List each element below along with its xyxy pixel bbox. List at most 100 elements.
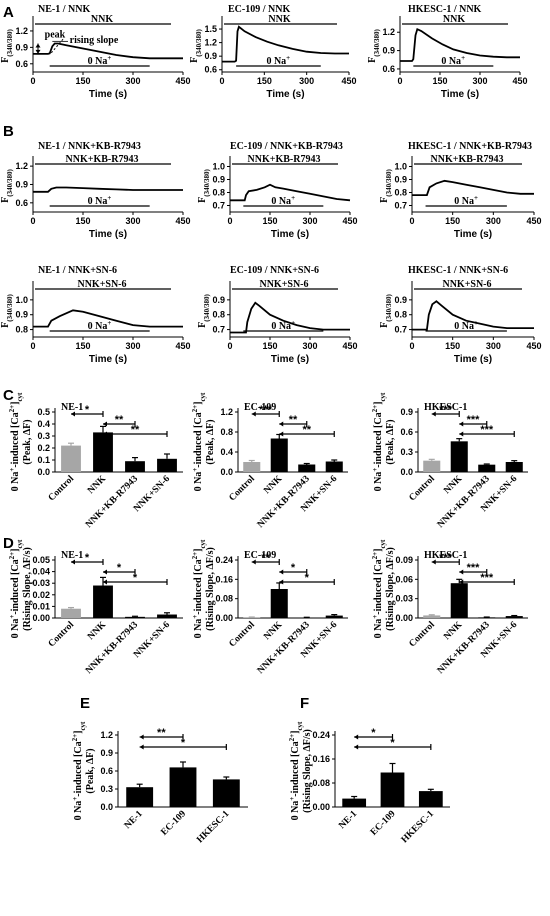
y-axis-label-unit: (Rising Slope, ΔF/s) [302,729,313,813]
x-tick-label: 300 [486,216,501,226]
y-tick-label: 0.8 [220,427,233,437]
y-axis-label-unit: (Peak, ΔF) [85,748,96,793]
panel-letter-c: C [3,387,14,404]
bar-nnk-sn-6 [325,461,343,472]
x-tick-label: 450 [342,341,357,351]
chart-title: NE-1 / NNK+SN-6 [38,265,117,276]
y-tick-label: 0.09 [395,555,413,565]
y-tick-label: 0.0 [37,467,50,477]
y-tick-label: 0.24 [215,555,233,565]
bar-nnk-sn-6 [157,458,177,472]
y-tick-label: 0.9 [394,295,407,305]
treatment-label: NNK+KB-R7943 [431,154,504,165]
bracket-arrow [354,734,359,740]
y-axis-label: F(340/380) [197,293,211,327]
y-tick-label: 1.2 [15,161,28,171]
calcium-trace [412,179,534,197]
significance-label: * [291,562,296,574]
treatment-label: NNK+SN-6 [259,279,308,290]
trace-chart-a2: EC-109 / NNK 0.6 0.9 1.2 1.5 0 150 300 450 Time (… [189,4,357,100]
bar-chart-c3: HKESC-1 0.0 0.3 0.6 0.9 0 Na+-induced [Ca2+]c… [371,392,528,530]
chart-title: HKESC-1 [424,402,467,413]
bar-nnk-sn-6 [505,616,523,618]
y-tick-label: 0.00 [395,613,413,623]
y-tick-label: 1.2 [15,26,28,36]
y-tick-label: 1.2 [100,730,113,740]
panel-letter-f: F [300,695,309,712]
bar-nnk [270,438,288,472]
significance-label: *** [480,424,494,436]
x-tick-label: 450 [342,216,357,226]
significance-label: * [305,572,310,584]
y-tick-label: 0.9 [204,51,217,61]
y-tick-label: 0.04 [32,567,50,577]
y-tick-label: 1.0 [394,162,407,172]
category-label: NNK [86,474,108,496]
y-tick-label: 0.00 [32,613,50,623]
y-axis-label: 0 Na+-induced [Ca2+]cyt [71,721,87,820]
y-tick-label: 0.4 [220,447,233,457]
x-tick-label: 300 [125,216,140,226]
significance-label: * [85,404,90,416]
x-tick-label: 150 [445,216,460,226]
bar-ne-1 [342,798,367,807]
x-tick-label: 150 [432,76,447,86]
bar-ne-1 [126,787,154,807]
y-tick-label: 0.4 [37,419,50,429]
bar-chart-d3: HKESC-1 0.00 0.03 0.06 0.09 0 Na+-induced [Ca… [371,539,528,676]
x-tick-label: 0 [219,76,224,86]
zero-na-label: 0 Na+ [454,194,478,207]
bracket-arrow [459,569,464,575]
category-label: Control [228,474,258,504]
significance-label: * [390,737,395,749]
y-tick-label: 0.3 [400,447,413,457]
y-tick-label: 0.8 [212,310,225,320]
bar-chart-d2: EC-109 0.00 0.08 0.16 0.24 0 Na+-induced [Ca2… [191,539,348,676]
significance-label: * [133,572,138,584]
y-tick-label: 0.9 [100,748,113,758]
bar-nnk-sn-6 [157,614,177,618]
trace-chart-a1: NE-1 / NNK 0.6 0.9 1.2 0 150 300 450 Time (s) F(3… [0,4,191,100]
y-axis-label-unit: (Peak, ΔF) [205,419,216,464]
y-axis-label: F(340/380) [0,293,14,327]
significance-label: *** [439,552,453,564]
bar-nnk-kb-r7943 [298,464,316,472]
y-tick-label: 0.7 [212,325,225,335]
chart-title: EC-109 / NNK+KB-R7943 [230,141,343,152]
bracket-arrow [103,569,107,575]
bar-ec-109 [169,767,197,807]
category-label: EC-109 [159,809,188,838]
y-tick-label: 1.0 [15,295,28,305]
x-tick-label: 450 [175,341,190,351]
bar-nnk-kb-r7943 [478,617,496,618]
y-tick-label: 0.03 [32,578,50,588]
y-tick-label: 0.01 [32,601,50,611]
treatment-label: NNK+SN-6 [442,279,491,290]
significance-label: * [117,562,122,574]
bracket-arrow [251,559,256,565]
bracket-arrow [139,744,144,750]
x-tick-label: 150 [262,216,277,226]
y-axis-label-unit: (Rising Slope, ΔF/s) [22,547,33,631]
bracket-arrow [103,579,107,585]
bracket-arrow [71,559,75,565]
y-axis-label: 0 Na+-induced [Ca2+]cyt [191,539,207,638]
category-label: NE-1 [337,809,359,831]
panel-letter-b: B [3,123,14,140]
bracket-arrow [251,411,256,417]
significance-label: * [371,727,376,739]
significance-label: ** [302,424,311,436]
significance-label: *** [467,562,481,574]
y-axis-label: F(340/380) [367,28,381,62]
x-tick-label: 450 [341,76,356,86]
y-tick-label: 0.3 [100,784,113,794]
chart-title: HKESC-1 / NNK+SN-6 [408,265,508,276]
bracket-arrow [279,579,284,585]
significance-label: ** [115,414,124,426]
calcium-trace [33,42,183,60]
calcium-trace [412,300,534,331]
y-tick-label: 0.6 [400,427,413,437]
x-axis-label: Time (s) [454,354,492,365]
x-axis-label: Time (s) [89,89,127,100]
